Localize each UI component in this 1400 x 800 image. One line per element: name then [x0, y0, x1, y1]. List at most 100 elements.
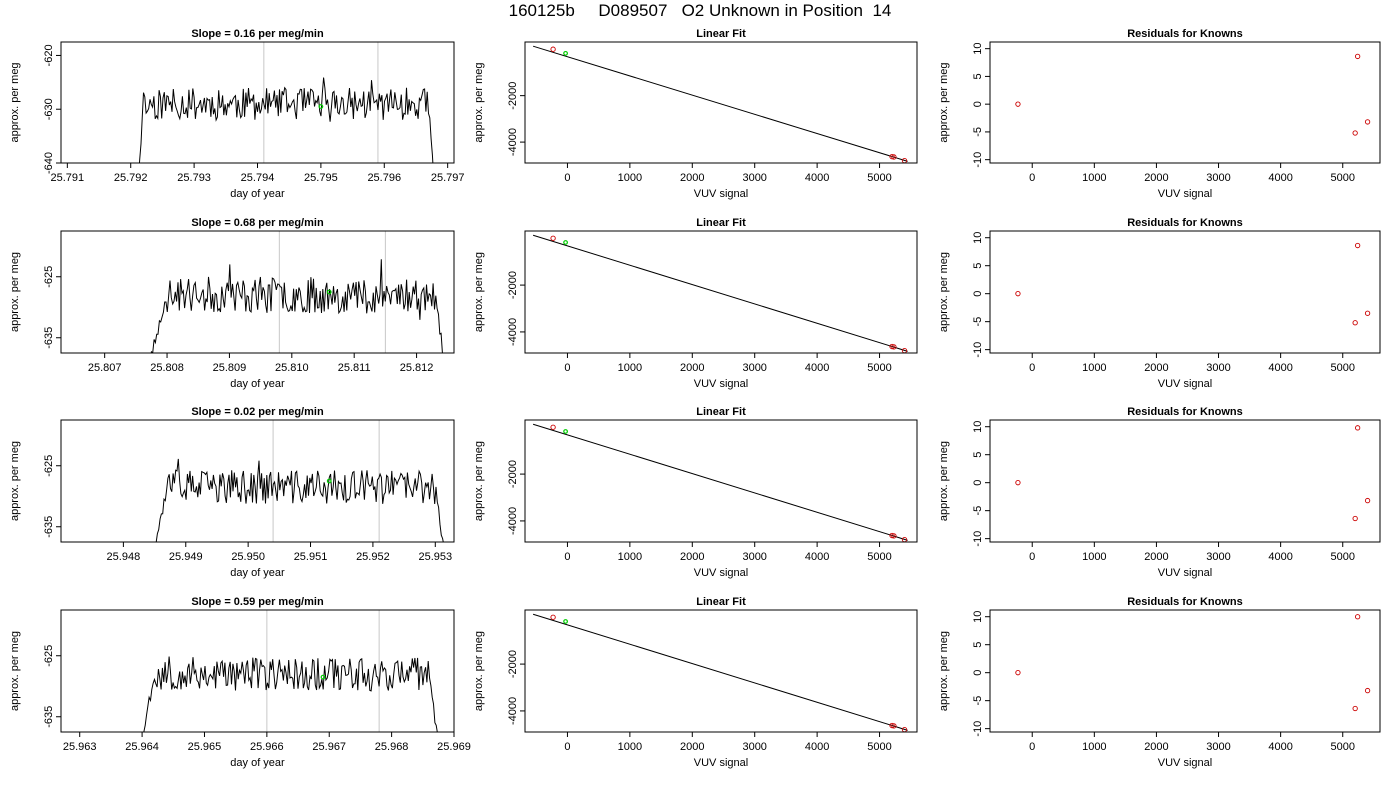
x-tick-label: 4000 [1268, 741, 1292, 753]
x-tick-label: 1000 [1082, 362, 1106, 374]
x-tick-label: 1000 [1082, 172, 1106, 184]
x-tick-label: 2000 [1144, 172, 1168, 184]
panel-1-2: Linear Fit 0 1000 2000 3000 4000 5000 -4000 -200… [473, 28, 918, 200]
known-point [1015, 101, 1021, 107]
x-tick-label: 1000 [618, 172, 642, 184]
y-tick-label: -10 [972, 531, 984, 547]
x-tick-label: 25.791 [51, 172, 85, 184]
y-tick-label: -625 [43, 455, 55, 477]
y-axis-label: approx. per meg [938, 252, 950, 332]
plot-frame [989, 419, 1381, 543]
known-point [550, 46, 556, 52]
x-tick-label: 25.965 [188, 741, 222, 753]
x-tick-label: 4000 [805, 741, 829, 753]
x-tick-label: 3000 [742, 741, 766, 753]
panel-1-1: Slope = 0.16 per meg/min 25.791 25.792 25.7… [9, 28, 464, 200]
x-tick-label: 0 [564, 551, 570, 563]
y-axis-label: approx. per meg [9, 631, 21, 711]
known-point [1352, 130, 1358, 136]
y-tick-label: 5 [972, 73, 984, 79]
x-tick-label: 5000 [1330, 551, 1354, 563]
known-point [1364, 497, 1371, 504]
x-tick-label: 2000 [680, 172, 704, 184]
y-tick-label: -5 [972, 317, 984, 327]
unknown-point [563, 50, 568, 56]
plot-area [532, 45, 908, 163]
panel-title: Linear Fit [696, 217, 746, 229]
x-axis-label: day of year [230, 378, 285, 390]
panel-4-2: Linear Fit 0 1000 2000 3000 4000 5000 -4000 -200… [473, 596, 918, 769]
x-tick-label: 25.809 [213, 362, 247, 374]
x-tick-label: 5000 [1330, 172, 1354, 184]
known-point [1354, 53, 1361, 60]
y-tick-label: -2000 [507, 271, 519, 299]
x-tick-label: 25.808 [150, 362, 184, 374]
x-axis-label: day of year [230, 567, 285, 579]
fit-line [532, 234, 908, 352]
unknown-point [326, 478, 332, 484]
x-tick-label: 5000 [867, 551, 891, 563]
y-tick-label: -4000 [507, 128, 519, 156]
x-tick-label: 1000 [1082, 551, 1106, 563]
panel-title: Residuals for Knowns [1127, 28, 1243, 40]
plot-area [150, 231, 443, 353]
x-tick-label: 2000 [680, 551, 704, 563]
x-axis-label: VUV signal [1158, 188, 1212, 200]
y-tick-label: 0 [972, 670, 984, 676]
x-tick-label: 5000 [867, 741, 891, 753]
unknown-point [563, 240, 568, 245]
x-tick-label: 3000 [1206, 172, 1230, 184]
known-point [550, 235, 556, 241]
known-point [1352, 705, 1358, 712]
y-axis-label: approx. per meg [473, 62, 485, 142]
y-axis-label: approx. per meg [473, 631, 485, 711]
known-point [891, 533, 897, 539]
x-tick-label: 3000 [742, 172, 766, 184]
y-axis-label: approx. per meg [938, 631, 950, 711]
y-tick-label: -2000 [507, 650, 519, 678]
x-axis-label: VUV signal [1158, 757, 1212, 769]
x-tick-label: 1000 [1082, 741, 1106, 753]
known-point [1352, 515, 1358, 522]
y-tick-label: 5 [972, 452, 984, 458]
plot-area [155, 420, 444, 542]
plot-frame [60, 230, 455, 354]
y-axis-label: approx. per meg [9, 62, 21, 142]
y-tick-label: -4000 [507, 697, 519, 725]
x-tick-label: 5000 [1330, 362, 1354, 374]
fit-line [532, 613, 908, 731]
x-tick-label: 4000 [1268, 362, 1292, 374]
x-tick-label: 25.796 [367, 172, 401, 184]
plot-frame [989, 609, 1381, 733]
x-tick-label: 25.952 [356, 551, 390, 563]
y-tick-label: -635 [43, 706, 55, 728]
panel-title: Slope = 0.68 per meg/min [191, 217, 324, 229]
x-tick-label: 25.966 [250, 741, 284, 753]
x-tick-label: 25.797 [431, 172, 465, 184]
x-tick-label: 4000 [1268, 551, 1292, 563]
known-point [1015, 291, 1021, 297]
x-tick-label: 25.950 [231, 551, 265, 563]
known-point [1364, 687, 1371, 694]
x-axis-label: day of year [230, 757, 285, 769]
y-axis-label: approx. per meg [938, 441, 950, 521]
panel-2-3: Residuals for Knowns 0 1000 2000 3000 4000 500… [938, 217, 1381, 390]
y-tick-label: 10 [972, 232, 984, 244]
x-tick-label: 2000 [1144, 362, 1168, 374]
known-point [1352, 320, 1358, 326]
y-tick-label: -10 [972, 342, 984, 358]
plot-area [532, 234, 908, 353]
x-tick-label: 25.951 [294, 551, 328, 563]
known-point [550, 424, 556, 430]
data-trace [143, 656, 438, 732]
plot-frame [524, 419, 918, 543]
x-tick-label: 25.795 [304, 172, 338, 184]
x-tick-label: 25.964 [125, 741, 159, 753]
x-tick-label: 2000 [1144, 741, 1168, 753]
unknown-point [326, 289, 332, 295]
x-axis-label: VUV signal [694, 188, 748, 200]
known-point [1354, 614, 1361, 620]
panel-title: Residuals for Knowns [1127, 596, 1243, 608]
panel-4-1: Slope = 0.59 per meg/min 25.963 25.964 25.9… [9, 596, 471, 769]
